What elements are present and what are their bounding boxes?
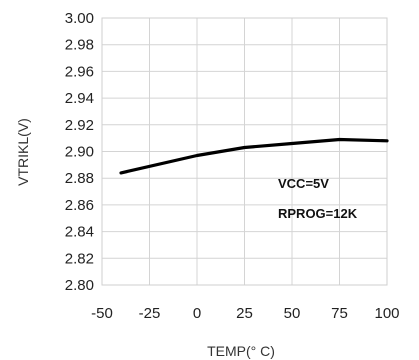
x-axis-label: TEMP(° C) [207, 343, 275, 359]
y-tick-label: 3.00 [65, 10, 94, 27]
y-tick-label: 2.80 [65, 277, 94, 294]
x-tick-label: 25 [236, 305, 253, 322]
x-tick-label: 100 [374, 305, 399, 322]
y-tick-label: 2.92 [65, 117, 94, 134]
y-tick-label: 2.82 [65, 250, 94, 267]
annotation-vcc: VCC=5V [278, 176, 329, 191]
y-tick-label: 2.86 [65, 197, 94, 214]
y-tick-label: 2.98 [65, 37, 94, 54]
series-line [119, 137, 389, 175]
y-tick-label: 2.94 [65, 90, 94, 107]
y-tick-label: 2.96 [65, 63, 94, 80]
y-tick-labels: 2.80 2.82 2.84 2.86 2.88 2.90 2.92 2.94 2.96 2.98… [65, 10, 94, 294]
x-tick-label: 50 [284, 305, 301, 322]
x-tick-label: -25 [139, 305, 161, 322]
x-tick-label: -50 [91, 305, 113, 322]
y-axis-label: VTRIKL(V) [15, 118, 31, 186]
x-tick-label: 0 [193, 305, 201, 322]
y-tick-label: 2.88 [65, 170, 94, 187]
annotation-rprog: RPROG=12K [278, 206, 358, 221]
y-tick-label: 2.84 [65, 224, 94, 241]
y-tick-label: 2.90 [65, 144, 94, 161]
plot-frame [101, 17, 388, 286]
x-tick-labels: -50 -25 0 25 50 75 100 [91, 305, 399, 322]
x-tick-label: 75 [331, 305, 348, 322]
